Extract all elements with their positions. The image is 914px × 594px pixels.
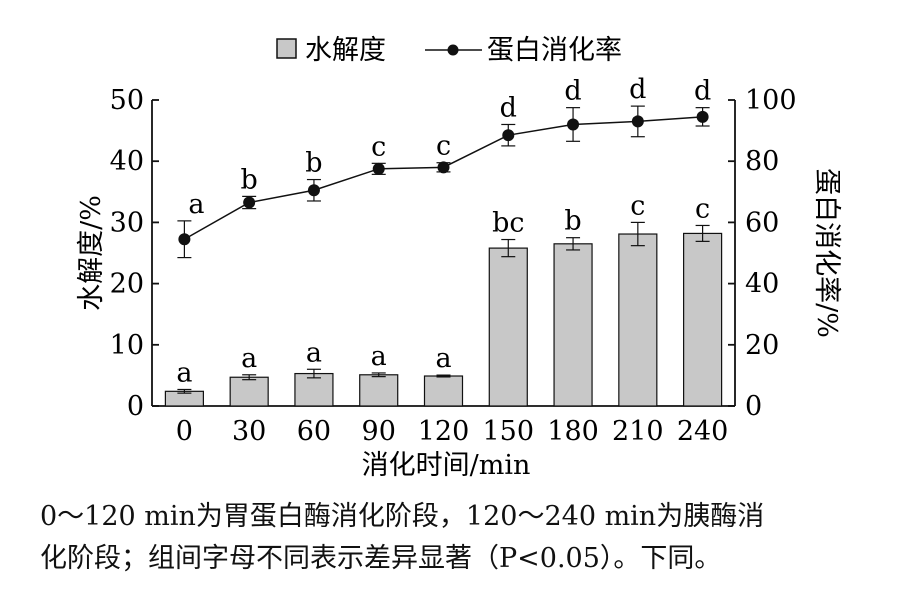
bar	[683, 232, 723, 407]
x-tick-label: 0	[176, 416, 193, 447]
line-point	[437, 161, 450, 174]
bar-significance-label: c	[695, 193, 710, 224]
x-tick-label: 180	[547, 416, 599, 447]
caption-line-2: 化阶段；组间字母不同表示差异显著（P<0.05）。下同。	[40, 543, 722, 574]
bar	[423, 375, 464, 407]
line-point	[307, 184, 320, 197]
bar-significance-label: a	[306, 337, 322, 368]
line-point	[502, 129, 515, 142]
bar	[359, 374, 399, 407]
y-tick-label-left: 10	[110, 330, 144, 361]
y-axis-left-label: 水解度/%	[76, 195, 107, 311]
x-tick-label: 90	[362, 416, 396, 447]
x-axis-label: 消化时间/min	[362, 450, 531, 481]
line-significance-label: d	[564, 76, 581, 107]
y-tick-label-right: 80	[745, 146, 779, 177]
line-point	[243, 196, 256, 209]
y-tick-label-right: 60	[745, 207, 779, 238]
chart: 水解度 蛋白消化率 0 10 20 30 40 50 0 20 40 60 80 100 0 30 60 90…	[76, 35, 842, 481]
caption-line-1: 0～120 min为胃蛋白酶消化阶段，120～240 min为胰酶消	[40, 501, 765, 532]
bar	[294, 372, 334, 407]
bar-significance-label: a	[176, 357, 192, 388]
line-point	[567, 118, 580, 131]
y-tick-label-right: 40	[745, 269, 779, 300]
bar-significance-label: a	[371, 341, 387, 372]
line-point	[372, 162, 385, 175]
line-significance-label: d	[500, 92, 517, 123]
y-axis-right-label: 蛋白消化率/%	[811, 168, 842, 338]
y-tick-label-left: 50	[110, 85, 144, 116]
x-tick-label: 240	[677, 416, 729, 447]
line-significance-label: b	[305, 148, 322, 179]
bar-significance-label: a	[435, 343, 451, 374]
bar	[488, 247, 528, 407]
y-tick-label-right: 100	[745, 85, 797, 116]
y-tick-label-left: 20	[110, 269, 144, 300]
legend-bar-swatch	[276, 38, 297, 59]
line-significance-label: d	[629, 74, 646, 105]
bar	[229, 376, 269, 407]
x-tick-label: 30	[232, 416, 266, 447]
y-tick-label-left: 30	[110, 207, 144, 238]
bar-significance-label: c	[630, 190, 645, 221]
line-significance-label: c	[436, 131, 451, 162]
line-significance-label: d	[694, 76, 711, 107]
y-tick-label-left: 0	[127, 391, 144, 422]
axes: 0 10 20 30 40 50 0 20 40 60 80 100 0 30 60 90 120 150 180 2…	[110, 85, 797, 447]
x-tick-label: 150	[483, 416, 535, 447]
bar-significance-label: bc	[492, 208, 524, 239]
bar-significance-label: b	[564, 206, 581, 237]
legend-label-digestibility: 蛋白消化率	[487, 35, 622, 66]
bar-significance-label: a	[241, 343, 257, 374]
line-significance-label: c	[371, 131, 386, 162]
bar-series	[164, 221, 723, 407]
y-tick-label-right: 0	[745, 391, 762, 422]
x-tick-label: 60	[297, 416, 331, 447]
line-significance-label: b	[241, 164, 258, 195]
line-point	[178, 233, 191, 246]
line-point	[696, 110, 709, 123]
line-series	[177, 105, 710, 259]
line-significance-label: a	[188, 189, 204, 220]
y-tick-label-right: 20	[745, 330, 779, 361]
line-point	[631, 115, 644, 128]
x-tick-label: 210	[612, 416, 664, 447]
bar	[553, 243, 593, 407]
y-tick-label-left: 40	[110, 146, 144, 177]
legend-label-hydrolysis: 水解度	[305, 35, 386, 66]
x-tick-label: 120	[418, 416, 470, 447]
legend: 水解度 蛋白消化率	[276, 35, 622, 66]
legend-line-marker	[447, 44, 459, 56]
bar	[618, 233, 658, 407]
